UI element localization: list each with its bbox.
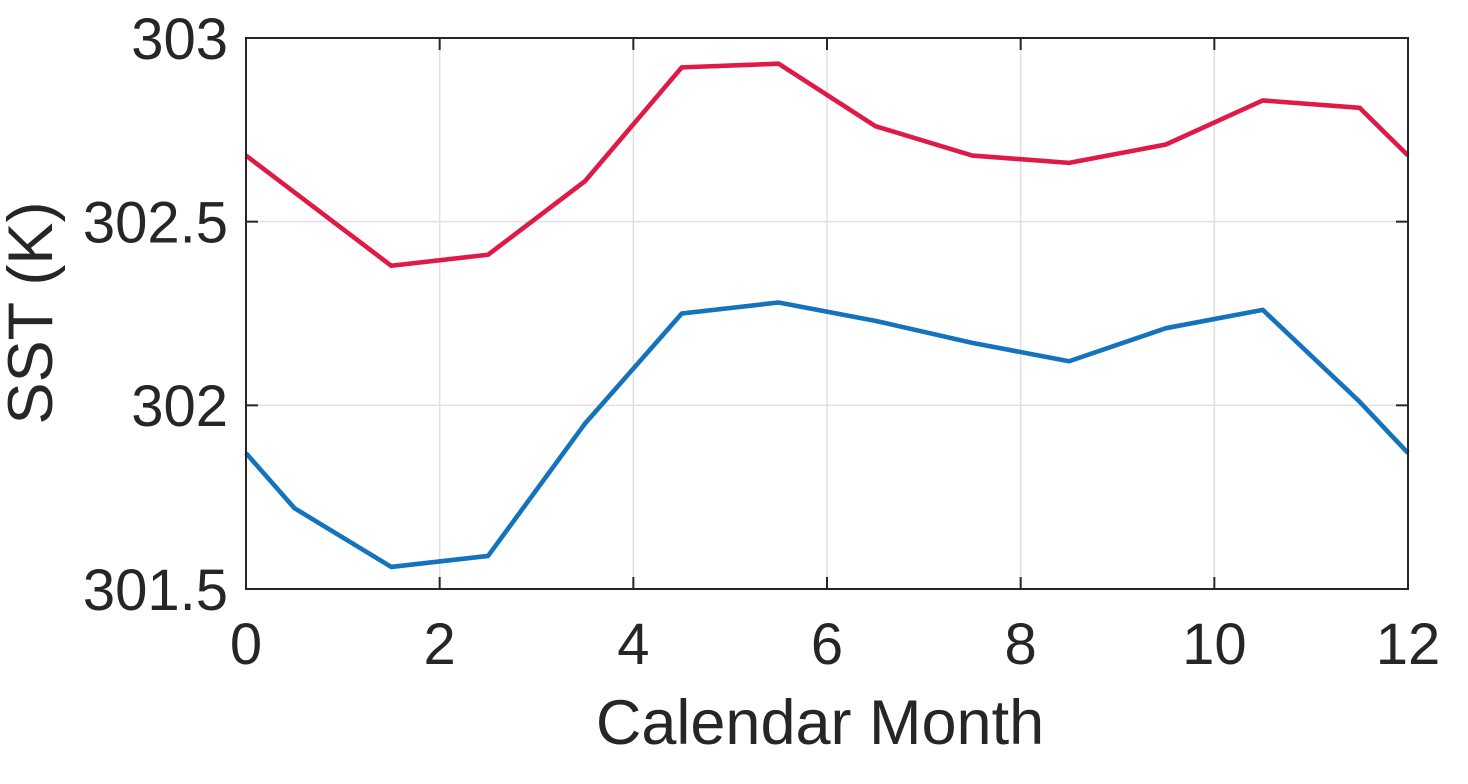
x-tick-label: 2 [424, 612, 456, 677]
x-tick-label: 4 [617, 612, 649, 677]
grid-layer [246, 38, 1408, 589]
x-tick-label: 6 [811, 612, 843, 677]
x-tick-label: 0 [230, 612, 262, 677]
y-tick-label: 301.5 [83, 558, 228, 623]
y-axis-label: SST (K) [0, 202, 66, 425]
y-tick-label: 303 [131, 7, 228, 72]
y-tick-label: 302 [131, 374, 228, 439]
series-layer [244, 61, 1410, 570]
x-tick-label: 10 [1182, 612, 1247, 677]
axis-layer [245, 37, 1409, 590]
x-tick-label: 8 [1005, 612, 1037, 677]
tick-label-layer: 0 2 4 6 8 10 12 301.5 302 302.5 303 [83, 7, 1440, 677]
series-line-upper-sst-red [244, 61, 1410, 269]
x-tick-label: 12 [1376, 612, 1441, 677]
y-tick-label: 302.5 [83, 191, 228, 256]
series-line-lower-sst-blue [244, 300, 1410, 570]
x-axis-label: Calendar Month [596, 688, 1044, 758]
